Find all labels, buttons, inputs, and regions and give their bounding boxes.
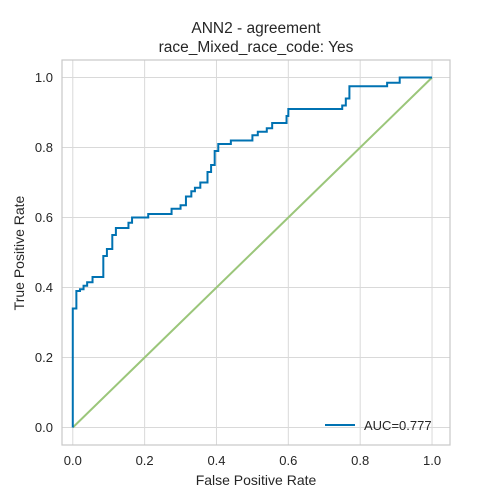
x-tick-label: 0.4 [207,453,225,468]
grid-lines [62,60,450,445]
y-tick-label: 0.8 [35,140,53,155]
chart-subtitle: race_Mixed_race_code: Yes [159,39,354,56]
x-axis-label: False Positive Rate [196,472,317,488]
x-tick-label: 1.0 [423,453,441,468]
y-tick-label: 1.0 [35,70,53,85]
y-tick-label: 0.0 [35,420,53,435]
legend: AUC=0.777 [325,418,432,433]
chance-diagonal-line [72,76,433,429]
plot-frame [61,59,451,446]
y-tick-label: 0.4 [35,280,53,295]
x-tick-labels: 0.0 0.2 0.4 0.6 0.8 1.0 [64,453,441,468]
legend-label-auc: AUC=0.777 [364,418,432,433]
y-axis-label: True Positive Rate [11,195,27,310]
y-tick-labels: 0.0 0.2 0.4 0.6 0.8 1.0 [35,70,53,435]
y-tick-label: 0.2 [35,350,53,365]
y-tick-label: 0.6 [35,210,53,225]
chart-title: ANN2 - agreement [191,20,321,37]
x-tick-label: 0.6 [279,453,297,468]
x-tick-label: 0.0 [64,453,82,468]
x-tick-label: 0.8 [351,453,369,468]
roc-curve-line [71,76,433,428]
series-layer [71,76,433,429]
x-tick-label: 0.2 [136,453,154,468]
